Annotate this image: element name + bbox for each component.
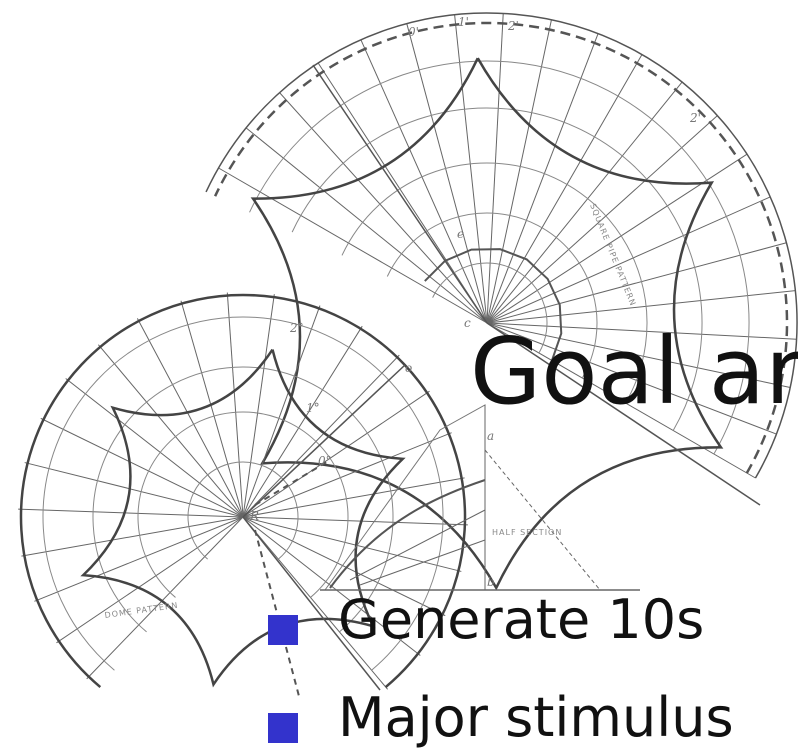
bullet-text-1: Generate 10s (338, 588, 705, 651)
half-section-figure (320, 404, 640, 591)
point-r-label: R (249, 509, 259, 523)
tick-2-deg-label: 2° (289, 321, 304, 335)
point-c-label: c (464, 316, 471, 330)
half-section-label: HALF SECTION (492, 528, 562, 537)
point-e-label: e (457, 227, 464, 241)
tick-2-prime-right-label: 2' (689, 111, 701, 125)
bullet-square-icon (268, 713, 298, 743)
square-pipe-pattern-figure (205, 12, 798, 591)
point-a-label: a (487, 429, 494, 443)
point-o-label: o (405, 361, 412, 375)
square-pipe-pattern-label: SQUARE PIPE PATTERN (588, 202, 637, 307)
tick-1-deg-label: 1° (306, 401, 320, 415)
point-b-label: b (487, 575, 495, 589)
dome-pattern-figure (18, 292, 468, 701)
tick-2-prime-top-label: 2' (507, 19, 519, 33)
tick-o-prime-label: 0' (408, 25, 419, 39)
tick-1-prime-label: 1' (458, 15, 469, 29)
bullet-text-2: Major stimulus (338, 686, 734, 749)
slide-title: Goal ar (470, 318, 798, 425)
tick-o-deg-label: 0° (318, 454, 332, 468)
bullet-square-icon (268, 615, 298, 645)
